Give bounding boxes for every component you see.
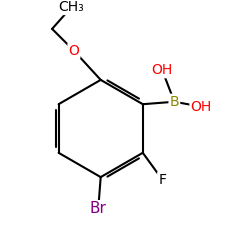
Text: OH: OH [190, 100, 212, 114]
Text: O: O [68, 44, 80, 58]
Text: Br: Br [90, 201, 107, 216]
Text: OH: OH [152, 63, 173, 77]
Text: B: B [170, 95, 179, 109]
Text: CH₃: CH₃ [59, 0, 85, 14]
Text: F: F [158, 172, 166, 186]
